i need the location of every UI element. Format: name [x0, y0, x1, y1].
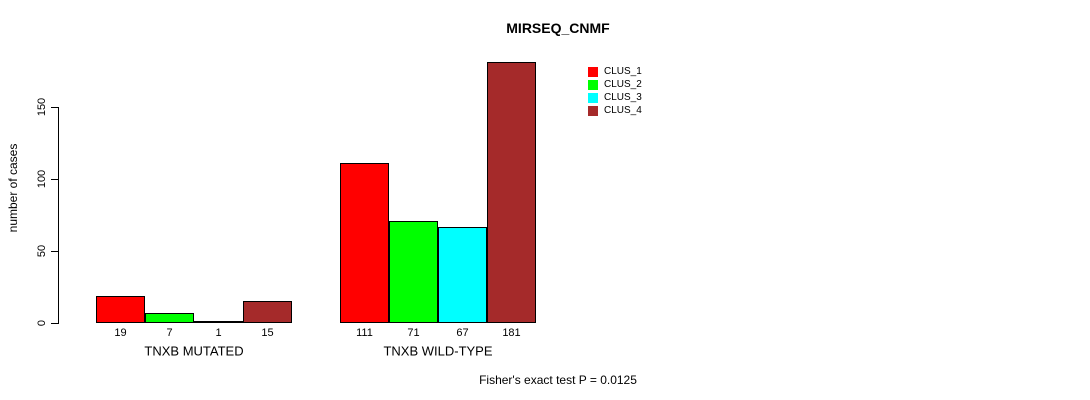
bar-value-label: 15	[261, 327, 274, 339]
legend-swatch-icon	[588, 92, 598, 103]
y-tick-label: 100	[36, 169, 48, 189]
y-tick-label: 0	[36, 319, 48, 327]
chart-title: MIRSEQ_CNMF	[506, 20, 610, 36]
y-tick-mark	[51, 179, 58, 180]
y-tick-mark	[51, 251, 58, 252]
y-axis-line	[58, 107, 59, 324]
y-tick-label: 50	[36, 244, 48, 258]
legend-item-clus_2: CLUS_2	[588, 78, 642, 91]
legend-label: CLUS_1	[604, 66, 642, 77]
legend-label: CLUS_3	[604, 92, 642, 103]
y-tick-mark	[51, 323, 58, 324]
bar-clus_1-group2	[340, 163, 389, 323]
legend-label: CLUS_4	[604, 105, 642, 116]
bar-value-label: 67	[456, 327, 469, 339]
y-axis-label: number of cases	[6, 143, 20, 233]
group-label-2: TNXB WILD-TYPE	[383, 343, 493, 359]
bar-clus_4-group2	[487, 62, 536, 323]
legend-item-clus_1: CLUS_1	[588, 65, 642, 78]
legend: CLUS_1 CLUS_2 CLUS_3 CLUS_4	[588, 65, 642, 117]
bar-value-label: 19	[114, 327, 127, 339]
legend-item-clus_4: CLUS_4	[588, 104, 642, 117]
bar-clus_1-group1	[96, 296, 145, 323]
legend-swatch-icon	[588, 66, 598, 77]
group-label-1: TNXB MUTATED	[144, 343, 244, 359]
bar-clus_4-group1	[243, 301, 292, 323]
legend-label: CLUS_2	[604, 79, 642, 90]
annotation-fishers-test: Fisher's exact test P = 0.0125	[479, 373, 637, 387]
bar-clus_3-group1	[194, 321, 243, 323]
bar-clus_3-group2	[438, 227, 487, 323]
bar-clus_2-group1	[145, 313, 194, 323]
bar-value-label: 7	[166, 327, 173, 339]
bar-value-label: 181	[502, 327, 521, 339]
y-tick-mark	[51, 107, 58, 108]
legend-item-clus_3: CLUS_3	[588, 91, 642, 104]
y-tick-label: 150	[36, 97, 48, 117]
legend-swatch-icon	[588, 105, 598, 116]
legend-swatch-icon	[588, 79, 598, 90]
bar-clus_2-group2	[389, 221, 438, 323]
bar-value-label: 1	[215, 327, 222, 339]
bar-value-label: 111	[356, 327, 373, 339]
bar-value-label: 71	[407, 327, 420, 339]
